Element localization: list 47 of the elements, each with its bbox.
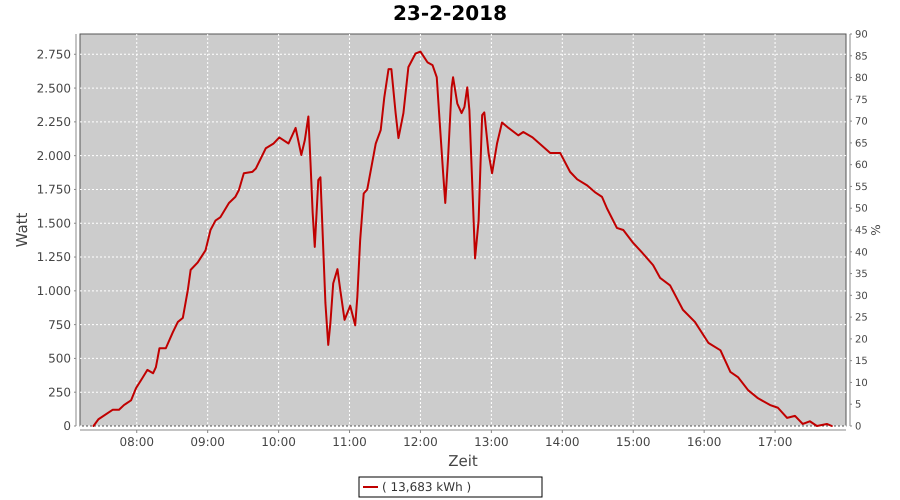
y2-tick-label: 5 — [855, 400, 862, 411]
y2-axis-title: % — [869, 224, 883, 236]
y2-tick-label: 90 — [855, 30, 868, 40]
y2-tick-label: 85 — [855, 51, 868, 62]
y2-tick-label: 0 — [855, 422, 862, 432]
y2-tick-label: 35 — [855, 269, 868, 280]
y2-tick-label: 50 — [855, 204, 868, 215]
y2-tick-label: 55 — [855, 182, 868, 193]
x-tick-label: 13:00 — [474, 435, 509, 449]
x-axis-title: Zeit — [448, 452, 478, 470]
y2-tick-label: 65 — [855, 138, 868, 150]
y2-tick-label: 25 — [855, 312, 868, 324]
y2-tick-label: 45 — [855, 226, 868, 236]
y-tick-label: 2.250 — [36, 115, 71, 130]
y2-tick-label: 10 — [855, 378, 868, 389]
y-tick-label: 750 — [48, 318, 71, 332]
x-tick-label: 14:00 — [545, 435, 580, 449]
y-axis-title: Watt — [13, 212, 31, 248]
x-tick-label: 17:00 — [758, 435, 792, 449]
y-tick-label: 1.000 — [36, 284, 71, 298]
y2-tick-label: 70 — [855, 116, 868, 128]
y-tick-label: 1.500 — [36, 216, 71, 230]
chart-title: 23-2-2018 — [392, 1, 508, 25]
y2-tick-label: 20 — [855, 334, 868, 346]
x-tick-label: 16:00 — [686, 435, 722, 449]
y-tick-label: 1.750 — [36, 182, 71, 197]
x-tick-label: 08:00 — [119, 435, 154, 449]
x-tick-label: 11:00 — [332, 435, 367, 449]
y2-tick-label: 80 — [855, 73, 868, 84]
y-tick-label: 0 — [63, 419, 71, 434]
y-tick-label: 500 — [48, 352, 71, 366]
y-tick-label: 250 — [48, 385, 71, 400]
y-tick-label: 2.500 — [36, 81, 71, 96]
y2-tick-label: 60 — [855, 160, 868, 172]
x-tick-label: 10:00 — [261, 435, 296, 449]
legend-label: ( 13,683 kWh ) — [382, 480, 472, 494]
x-tick-label: 09:00 — [190, 435, 225, 449]
line-series — [92, 50, 833, 427]
y2-tick-label: 75 — [855, 94, 868, 106]
y2-tick-label: 15 — [855, 356, 868, 368]
y2-tick-label: 40 — [855, 247, 868, 258]
y2-tick-label: 30 — [855, 290, 868, 302]
y-tick-label: 1.250 — [36, 250, 71, 264]
x-tick-label: 15:00 — [616, 435, 651, 449]
y-tick-label: 2.750 — [36, 47, 71, 62]
x-tick-label: 12:00 — [403, 435, 438, 449]
y-tick-label: 2.000 — [36, 148, 71, 163]
